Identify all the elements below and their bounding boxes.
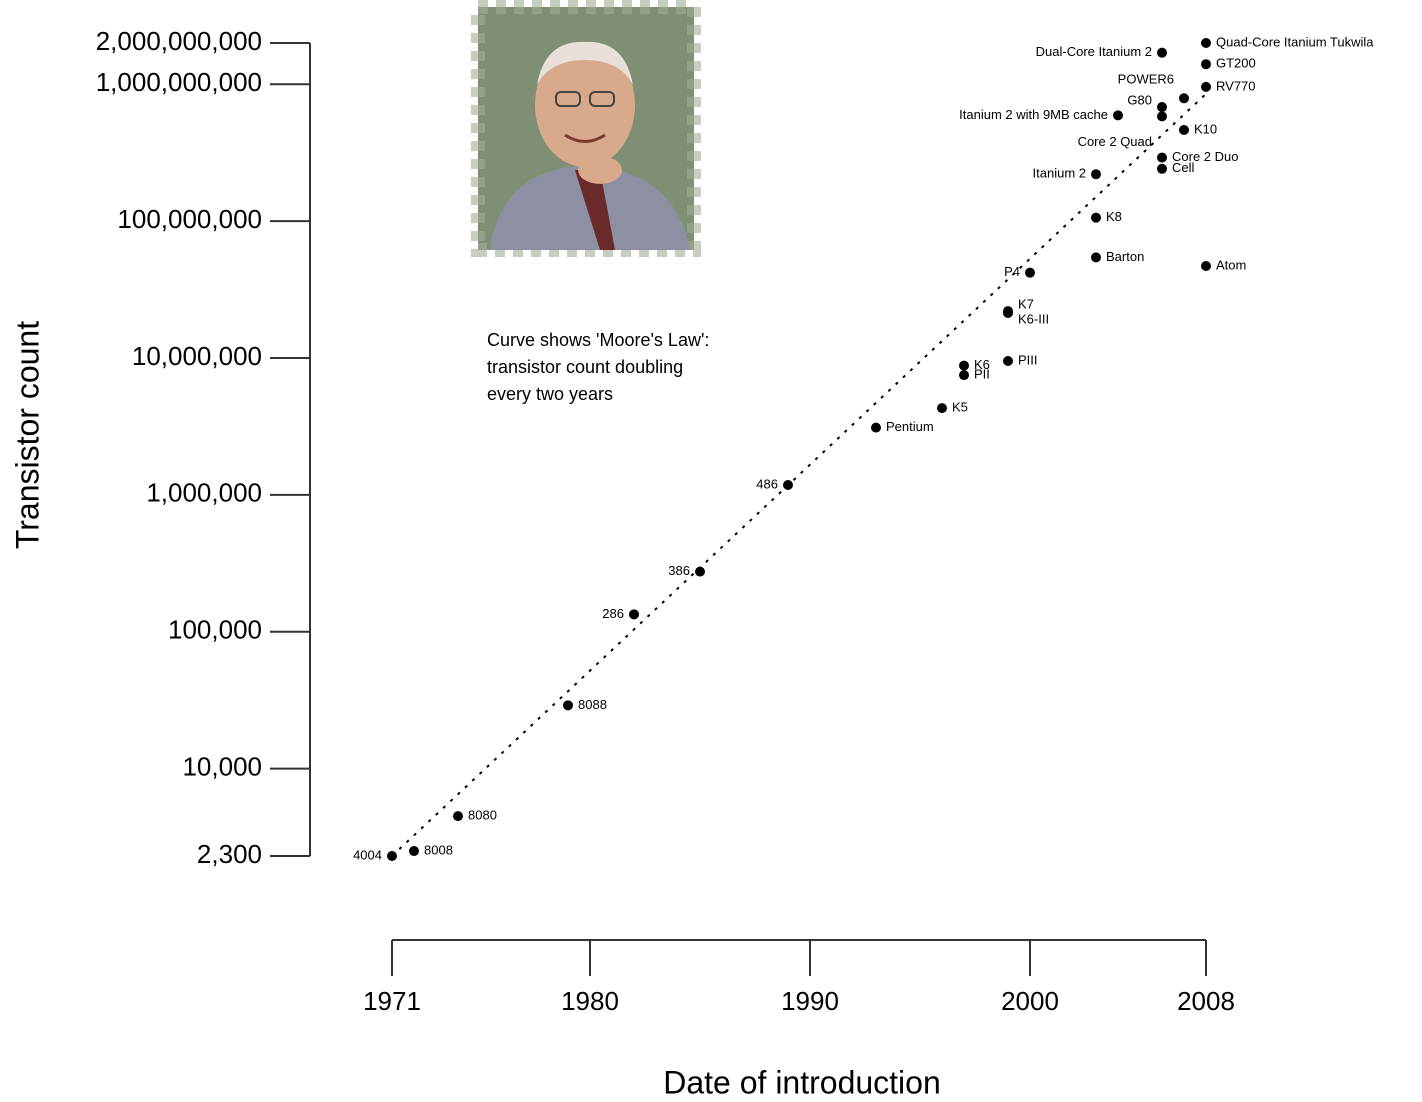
- y-tick-label: 10,000: [182, 752, 262, 782]
- data-point: [1091, 252, 1101, 262]
- point-label: 8008: [424, 842, 453, 857]
- data-point: [1157, 102, 1167, 112]
- point-label: Itanium 2 with 9MB cache: [959, 107, 1108, 122]
- data-point: [1179, 125, 1189, 135]
- point-label: Atom: [1216, 257, 1246, 272]
- point-label: GT200: [1216, 56, 1256, 71]
- data-point: [1201, 82, 1211, 92]
- y-tick-label: 100,000: [168, 615, 262, 645]
- point-label: 4004: [353, 847, 382, 862]
- data-point: [1003, 306, 1013, 316]
- y-tick-label: 100,000,000: [117, 204, 262, 234]
- data-point: [783, 480, 793, 490]
- y-tick-label: 2,000,000,000: [96, 26, 262, 56]
- data-point: [959, 361, 969, 371]
- y-tick-label: 10,000,000: [132, 341, 262, 371]
- photo: [478, 7, 694, 250]
- data-point: [563, 700, 573, 710]
- y-tick-label: 1,000,000: [146, 478, 262, 508]
- point-label: G80: [1127, 92, 1152, 107]
- x-tick-label: 1980: [561, 986, 619, 1016]
- data-point: [629, 609, 639, 619]
- data-point: [871, 423, 881, 433]
- y-tick-label: 2,300: [197, 839, 262, 869]
- point-label: 8080: [468, 808, 497, 823]
- point-label: Dual-Core Itanium 2: [1036, 44, 1152, 59]
- data-point: [1025, 268, 1035, 278]
- data-point: [1157, 164, 1167, 174]
- point-label: 286: [602, 606, 624, 621]
- data-point: [1157, 48, 1167, 58]
- data-point: [1003, 356, 1013, 366]
- data-point: [1201, 38, 1211, 48]
- point-label: Pentium: [886, 419, 934, 434]
- data-point: [1113, 110, 1123, 120]
- point-label: Barton: [1106, 249, 1144, 264]
- point-label: K6: [974, 357, 990, 372]
- x-tick-label: 1990: [781, 986, 839, 1016]
- data-point: [1201, 59, 1211, 69]
- data-point: [1091, 169, 1101, 179]
- data-point: [1091, 213, 1101, 223]
- data-point: [695, 567, 705, 577]
- point-label: K5: [952, 400, 968, 415]
- y-axis-title: Transistor count: [9, 321, 45, 549]
- annotation: Curve shows 'Moore's Law': transistor cou…: [487, 330, 709, 404]
- x-tick-label: 2008: [1177, 986, 1235, 1016]
- point-label: K7: [1018, 297, 1034, 312]
- point-label: RV770: [1216, 78, 1256, 93]
- point-label: 8088: [578, 697, 607, 712]
- point-label: POWER6: [1118, 72, 1174, 87]
- data-point: [1157, 111, 1167, 121]
- data-point: [959, 370, 969, 380]
- point-label: P4: [1004, 264, 1020, 279]
- x-tick-label: 1971: [363, 986, 421, 1016]
- point-label: PIII: [1018, 352, 1038, 367]
- point-label: Core 2 Quad: [1078, 134, 1152, 149]
- annotation-line: Curve shows 'Moore's Law':: [487, 330, 709, 350]
- data-point: [1157, 153, 1167, 163]
- annotation-line: every two years: [487, 384, 613, 404]
- point-label: 486: [756, 476, 778, 491]
- data-point: [453, 811, 463, 821]
- point-label: Itanium 2: [1033, 166, 1086, 181]
- point-label: Core 2 Duo: [1172, 149, 1238, 164]
- data-point: [1179, 93, 1189, 103]
- annotation-line: transistor count doubling: [487, 357, 683, 377]
- x-tick-label: 2000: [1001, 986, 1059, 1016]
- page: Transistor count Date of introduction Cu…: [0, 0, 1422, 1102]
- data-point: [1201, 261, 1211, 271]
- data-point: [409, 846, 419, 856]
- data-point: [937, 403, 947, 413]
- point-label: K10: [1194, 121, 1217, 136]
- point-label: 386: [668, 563, 690, 578]
- data-point: [387, 851, 397, 861]
- point-label: K8: [1106, 209, 1122, 224]
- point-label: Quad-Core Itanium Tukwila: [1216, 34, 1374, 49]
- point-label: K6-III: [1018, 311, 1049, 326]
- y-tick-label: 1,000,000,000: [96, 67, 262, 97]
- chart: Transistor count Date of introduction Cu…: [0, 0, 1422, 1102]
- x-axis-title: Date of introduction: [663, 1064, 941, 1100]
